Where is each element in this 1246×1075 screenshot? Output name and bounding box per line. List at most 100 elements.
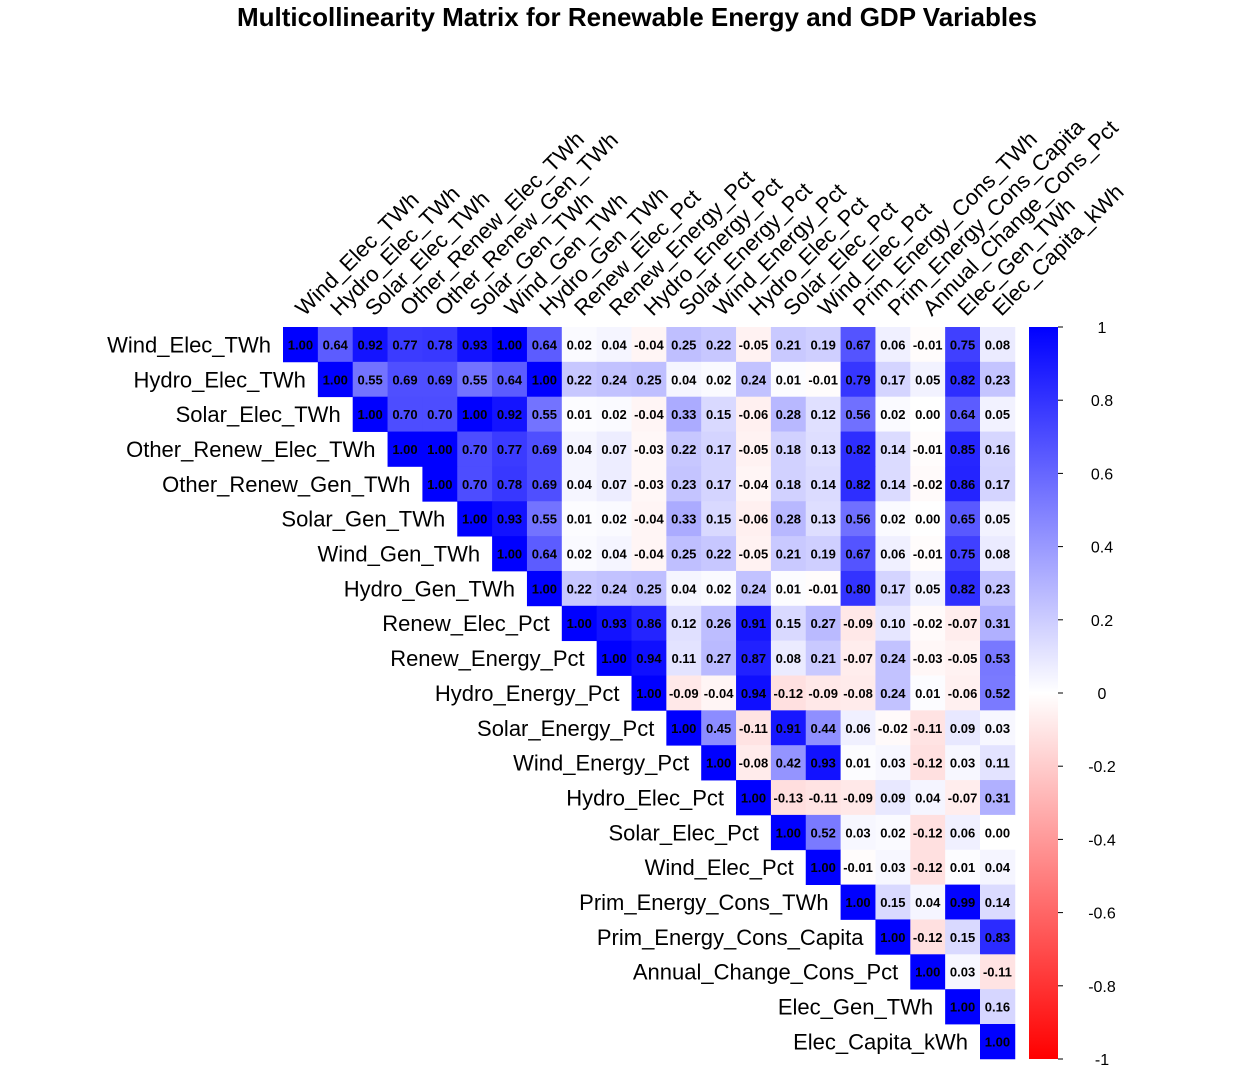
cell-value-label: 0.04 bbox=[671, 581, 697, 596]
cell-value-label: -0.12 bbox=[913, 860, 943, 875]
heatmap-cell bbox=[457, 466, 493, 502]
heatmap-cell bbox=[666, 675, 702, 711]
cell-value-label: 0.44 bbox=[811, 721, 837, 736]
heatmap-cell bbox=[980, 570, 1016, 607]
cell-value-label: 0.33 bbox=[671, 407, 696, 422]
heatmap-cell bbox=[805, 361, 841, 398]
cell-value-label: 0.15 bbox=[776, 616, 801, 631]
cell-value-label: 0.94 bbox=[741, 686, 767, 701]
heatmap-cell bbox=[492, 361, 528, 398]
row-label: Hydro_Elec_TWh bbox=[133, 367, 305, 392]
heatmap-cell bbox=[945, 745, 981, 781]
heatmap-cell bbox=[980, 327, 1016, 363]
cell-value-label: 0.03 bbox=[985, 721, 1010, 736]
heatmap-cell bbox=[701, 710, 737, 746]
color-scale-tick-label: -0.6 bbox=[1088, 906, 1116, 923]
cell-value-label: 1.00 bbox=[950, 1000, 975, 1015]
cell-value-label: 0.05 bbox=[915, 372, 940, 387]
row-label: Wind_Elec_Pct bbox=[645, 855, 794, 880]
heatmap-cell bbox=[701, 640, 737, 676]
cell-value-label: 0.01 bbox=[915, 686, 940, 701]
cell-value-label: 1.00 bbox=[915, 965, 940, 980]
heatmap-cell bbox=[387, 361, 423, 398]
heatmap-cell bbox=[945, 884, 981, 920]
heatmap-cell bbox=[770, 640, 807, 676]
heatmap-cell bbox=[770, 361, 807, 398]
cell-value-label: 0.07 bbox=[601, 477, 626, 492]
cell-value-label: -0.12 bbox=[913, 930, 943, 945]
cell-value-label: 0.21 bbox=[811, 651, 836, 666]
cell-value-label: 0.00 bbox=[915, 407, 940, 422]
heatmap-cell bbox=[701, 431, 737, 467]
heatmap-cell bbox=[805, 536, 841, 572]
heatmap-cell bbox=[805, 396, 841, 432]
cell-value-label: 0.80 bbox=[845, 581, 870, 596]
heatmap-cell bbox=[945, 780, 981, 816]
cell-value-label: 0.19 bbox=[811, 337, 836, 352]
heatmap-cell bbox=[631, 605, 667, 642]
cell-value-label: 0.31 bbox=[985, 616, 1010, 631]
cell-value-label: 0.02 bbox=[880, 825, 905, 840]
heatmap-cell bbox=[805, 745, 841, 781]
cell-value-label: 0.70 bbox=[392, 407, 417, 422]
heatmap-cell bbox=[770, 570, 807, 607]
cell-value-label: 0.06 bbox=[880, 337, 905, 352]
cell-value-label: -0.04 bbox=[634, 512, 664, 527]
cell-value-label: 0.70 bbox=[462, 442, 487, 457]
cell-value-label: 0.91 bbox=[776, 721, 801, 736]
heatmap-cell bbox=[352, 396, 388, 432]
heatmap-cell bbox=[840, 466, 876, 502]
heatmap-cell bbox=[910, 327, 946, 363]
heatmap-cell bbox=[840, 431, 876, 467]
cell-value-label: 0.12 bbox=[811, 407, 836, 422]
cell-value-label: 0.04 bbox=[567, 442, 593, 457]
heatmap-cell bbox=[666, 570, 702, 607]
cell-value-label: 0.52 bbox=[811, 825, 836, 840]
heatmap-cell bbox=[980, 814, 1016, 851]
heatmap-cell bbox=[736, 536, 772, 572]
cell-value-label: 0.28 bbox=[776, 407, 801, 422]
cell-value-label: 0.04 bbox=[601, 337, 627, 352]
heatmap-cell bbox=[457, 501, 493, 537]
cell-value-label: 0.17 bbox=[985, 477, 1010, 492]
heatmap-cell bbox=[805, 780, 841, 816]
heatmap-cell bbox=[875, 675, 911, 711]
cell-value-label: 0.03 bbox=[880, 860, 905, 875]
cell-value-label: 1.00 bbox=[357, 407, 382, 422]
heatmap-cell bbox=[596, 501, 632, 537]
cell-value-label: 0.01 bbox=[845, 756, 870, 771]
cell-value-label: 1.00 bbox=[532, 581, 557, 596]
cell-value-label: 1.00 bbox=[567, 616, 592, 631]
cell-value-label: 0.55 bbox=[532, 407, 557, 422]
cell-value-label: -0.12 bbox=[913, 825, 943, 840]
cell-value-label: 0.78 bbox=[497, 477, 522, 492]
heatmap-cell bbox=[736, 466, 772, 502]
heatmap-cell bbox=[561, 536, 598, 572]
heatmap-cell bbox=[980, 640, 1016, 676]
heatmap-cell bbox=[526, 431, 563, 467]
heatmap-cell bbox=[631, 570, 667, 607]
heatmap-cell bbox=[352, 361, 388, 398]
cell-value-label: -0.13 bbox=[774, 790, 804, 805]
cell-value-label: 0.01 bbox=[567, 407, 592, 422]
cell-value-label: -0.01 bbox=[843, 860, 873, 875]
heatmap-cell bbox=[910, 780, 946, 816]
heatmap-cell bbox=[631, 536, 667, 572]
heatmap-cell bbox=[805, 675, 841, 711]
heatmap-cell bbox=[631, 640, 667, 676]
row-label: Prim_Energy_Cons_Capita bbox=[597, 925, 864, 950]
heatmap-cell bbox=[980, 431, 1016, 467]
heatmap-cell bbox=[526, 501, 563, 537]
heatmap-cell bbox=[910, 814, 946, 851]
cell-value-label: 0.15 bbox=[950, 930, 975, 945]
heatmap-cell bbox=[770, 501, 807, 537]
cell-value-label: 0.69 bbox=[427, 372, 452, 387]
cell-value-label: 0.55 bbox=[462, 372, 487, 387]
heatmap-cell bbox=[980, 605, 1016, 642]
cell-value-label: -0.07 bbox=[948, 790, 978, 805]
heatmap-cell bbox=[875, 327, 911, 363]
cell-value-label: 0.04 bbox=[567, 477, 593, 492]
heatmap-cell bbox=[701, 536, 737, 572]
heatmap-cell bbox=[980, 780, 1016, 816]
cell-value-label: 0.03 bbox=[845, 825, 870, 840]
